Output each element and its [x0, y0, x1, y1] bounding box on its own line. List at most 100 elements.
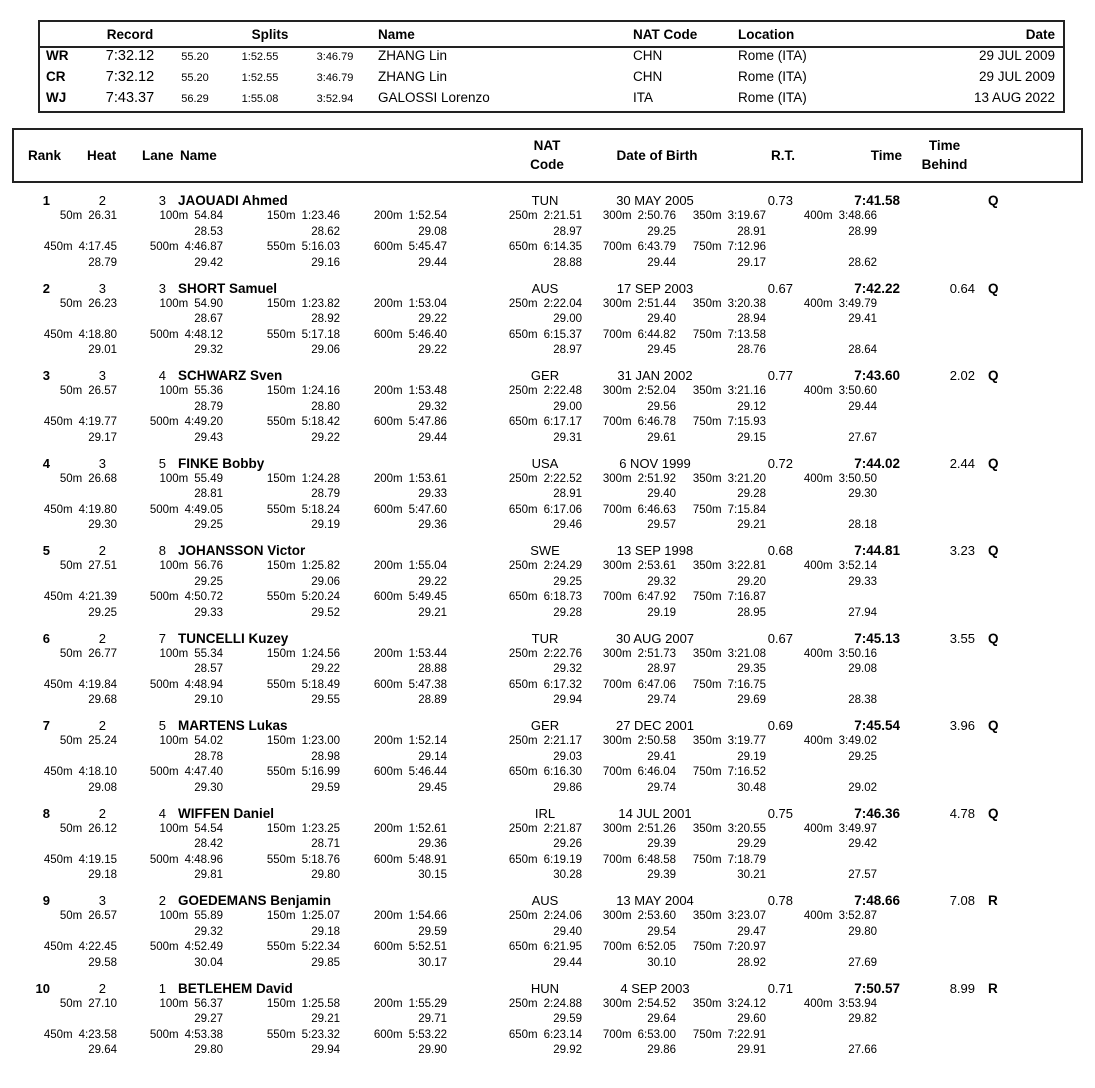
result-row: 10 2 1 BETLEHEM David HUN 4 SEP 2003 0.7… — [12, 981, 1083, 1069]
record-holder-name: ZHANG Lin — [378, 48, 448, 63]
date-of-birth: 6 NOV 1999 — [619, 455, 691, 471]
split-time-value: 3:52.14 — [838, 560, 877, 572]
split-cell: 200m 1:54.66 — [348, 910, 455, 926]
split-distance-label: 100m — [159, 735, 189, 747]
time-behind: 3.96 — [949, 718, 975, 733]
split-distance-label: 100m — [159, 560, 189, 572]
split-distance-label: 450m — [43, 416, 73, 428]
record-time: 7:43.37 — [105, 90, 155, 106]
split-time-value: 1:24.56 — [301, 647, 340, 660]
splits-row-2: 450m 4:19.77 500m 4:49.20 550m 5:18.42 600m 5:4… — [12, 416, 1083, 432]
nat-code: GER — [530, 718, 560, 733]
lap-time-value: 29.42 — [848, 838, 877, 850]
split-time-value: 3:19.77 — [727, 735, 766, 747]
split-distance-label: 300m — [602, 822, 632, 835]
split-distance-label: 550m — [266, 503, 296, 516]
split-time-value: 3:19.67 — [727, 210, 766, 222]
rank: 6 — [42, 630, 50, 646]
split-distance-label: 700m — [602, 941, 632, 953]
split-distance-label: 200m — [373, 822, 403, 835]
swimmer-name: JOHANSSON Victor — [178, 543, 306, 558]
split-time-value: 5:49.45 — [408, 591, 447, 603]
nat-code: SWE — [530, 543, 560, 558]
reaction-time: 0.77 — [767, 368, 793, 383]
split-time-value: 4:49.05 — [184, 503, 223, 516]
split-cell: 100m 56.76 — [125, 560, 231, 576]
lap-time-value: 29.81 — [194, 869, 223, 881]
swimmer-main-row: 6 2 7 TUNCELLI Kuzey TUR 30 AUG 2007 0.6… — [12, 631, 1083, 648]
split-time-value: 6:46.78 — [637, 416, 676, 428]
lap-time-value: 28.79 — [88, 256, 117, 269]
split-distance-label: 700m — [602, 678, 632, 691]
record-split-200m: 1:52.55 — [241, 72, 279, 84]
lap-time-value: 29.31 — [553, 431, 582, 444]
split-distance-label: 150m — [266, 735, 296, 747]
lap-time-value: 30.15 — [418, 869, 447, 881]
split-distance-label: 300m — [602, 735, 632, 747]
splits-row-1: 50m 27.51 100m 56.76 150m 1:25.82 200m 1:55.04 2… — [12, 560, 1083, 576]
swimmer-main-row: 3 3 4 SCHWARZ Sven GER 31 JAN 2002 0.77 … — [12, 368, 1083, 385]
split-time-value: 4:50.72 — [184, 591, 223, 603]
split-time-value: 1:52.14 — [408, 735, 447, 747]
lap-time-value: 29.68 — [88, 694, 117, 706]
lap-time-value: 28.62 — [311, 225, 340, 238]
split-distance-label: 400m — [803, 560, 833, 572]
nat-code: TUR — [531, 630, 559, 646]
swimmer-name: TUNCELLI Kuzey — [178, 630, 289, 646]
split-cell: 300m 2:52.04 — [590, 385, 684, 401]
lap-times-row-2: 29.68 29.10 29.55 28.89 29.94 29.74 29.69 28.38 — [12, 694, 1083, 710]
split-time-value: 7:13.58 — [727, 328, 766, 341]
split-cell: 650m 6:16.30 — [455, 766, 590, 782]
lap-time-value: 29.47 — [737, 925, 766, 938]
reaction-time: 0.75 — [767, 805, 793, 821]
split-distance-label: 700m — [602, 1028, 632, 1041]
final-time: 7:48.66 — [854, 893, 900, 908]
records-header-record: Record — [106, 26, 154, 42]
swimmer-main-row: 5 2 8 JOHANSSON Victor SWE 13 SEP 1998 0… — [12, 543, 1083, 560]
split-distance-label: 300m — [602, 560, 632, 572]
lap-time-value: 28.53 — [194, 225, 223, 238]
swimmer-name: JAOUADI Ahmed — [178, 193, 288, 208]
split-distance-label: 50m — [59, 822, 83, 835]
lap-time-value — [12, 401, 125, 417]
split-cell: 450m 4:19.77 — [12, 416, 125, 432]
split-distance-label: 700m — [602, 328, 632, 341]
split-cell: 500m 4:48.12 — [125, 329, 231, 345]
split-distance-label: 650m — [508, 1028, 538, 1041]
lap-time-value: 29.32 — [418, 400, 447, 413]
split-cell: 700m 6:47.92 — [590, 591, 684, 607]
lap-time-value: 29.42 — [194, 256, 223, 269]
split-time-value: 4:21.39 — [78, 591, 117, 603]
split-distance-label: 350m — [692, 822, 722, 835]
lap-times-row-2: 29.58 30.04 29.85 30.17 29.44 30.10 28.92 27.69 — [12, 957, 1083, 973]
rank: 1 — [42, 193, 50, 208]
split-cell: 350m 3:24.12 — [684, 998, 774, 1014]
split-time-value: 7:12.96 — [727, 241, 766, 253]
split-distance-label: 500m — [149, 853, 179, 866]
lap-time-value: 29.22 — [418, 575, 447, 588]
lap-time-value: 29.43 — [194, 431, 223, 444]
lap-time-value: 28.97 — [553, 225, 582, 238]
split-distance-label: 750m — [692, 678, 722, 691]
split-distance-label: 400m — [803, 210, 833, 222]
lap-time-value: 28.95 — [737, 606, 766, 619]
date-of-birth: 31 JAN 2002 — [617, 368, 693, 383]
split-cell: 500m 4:50.72 — [125, 591, 231, 607]
lap-time-value: 29.32 — [553, 663, 582, 675]
split-cell: 100m 55.89 — [125, 910, 231, 926]
lap-time-value: 29.46 — [553, 519, 582, 531]
split-cell: 250m 2:22.76 — [455, 648, 590, 664]
split-cell — [774, 241, 885, 257]
split-cell: 450m 4:19.84 — [12, 679, 125, 695]
split-time-value: 7:16.52 — [727, 766, 766, 778]
lap-time-value: 28.92 — [311, 313, 340, 325]
lane: 4 — [158, 368, 166, 383]
lap-time-value: 29.33 — [194, 606, 223, 619]
result-row: 3 3 4 SCHWARZ Sven GER 31 JAN 2002 0.77 … — [12, 368, 1083, 456]
lap-time-value: 28.89 — [418, 694, 447, 706]
lap-time-value: 28.38 — [848, 694, 877, 706]
lap-time-value — [12, 663, 125, 679]
lap-time-value: 29.39 — [647, 869, 676, 881]
split-distance-label: 100m — [159, 910, 189, 922]
splits-row-1: 50m 27.10 100m 56.37 150m 1:25.58 200m 1:55.29 2… — [12, 998, 1083, 1014]
